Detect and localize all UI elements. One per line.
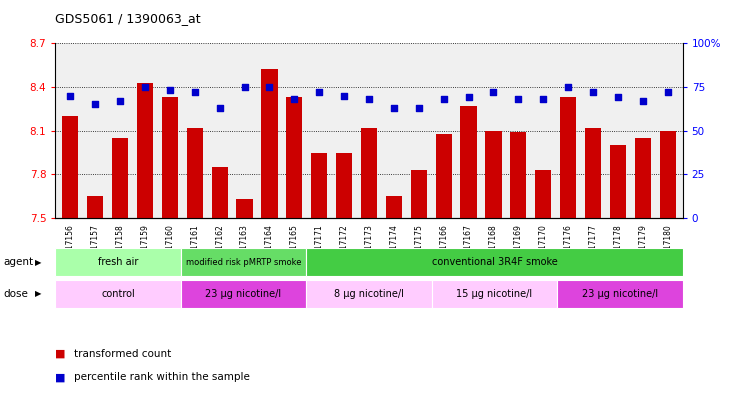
Bar bbox=[435, 134, 452, 218]
Point bbox=[289, 96, 300, 102]
Bar bbox=[660, 130, 676, 218]
Point bbox=[512, 96, 524, 102]
Text: 23 μg nicotine/l: 23 μg nicotine/l bbox=[205, 289, 282, 299]
Point bbox=[463, 94, 475, 101]
Bar bbox=[410, 170, 427, 218]
Point bbox=[662, 89, 674, 95]
Point bbox=[537, 96, 549, 102]
Point bbox=[388, 105, 400, 111]
Bar bbox=[162, 97, 178, 218]
Point bbox=[89, 101, 101, 108]
Text: modified risk pMRTP smoke: modified risk pMRTP smoke bbox=[186, 258, 301, 267]
Point bbox=[64, 93, 76, 99]
Text: control: control bbox=[101, 289, 135, 299]
Point bbox=[612, 94, 624, 101]
Point bbox=[189, 89, 201, 95]
Bar bbox=[311, 152, 328, 218]
Bar bbox=[55, 280, 181, 308]
Text: percentile rank within the sample: percentile rank within the sample bbox=[74, 372, 249, 382]
Text: ■: ■ bbox=[55, 372, 66, 382]
Bar bbox=[212, 167, 228, 218]
Bar bbox=[585, 128, 601, 218]
Bar bbox=[187, 128, 203, 218]
Text: 23 μg nicotine/l: 23 μg nicotine/l bbox=[582, 289, 658, 299]
Text: transformed count: transformed count bbox=[74, 349, 171, 359]
Point bbox=[637, 98, 649, 104]
Text: ▶: ▶ bbox=[35, 258, 41, 267]
Bar bbox=[236, 199, 252, 218]
Bar bbox=[261, 70, 277, 218]
Point bbox=[413, 105, 424, 111]
Point bbox=[114, 98, 126, 104]
Point bbox=[238, 84, 250, 90]
Bar bbox=[386, 196, 402, 218]
Point bbox=[438, 96, 449, 102]
Point bbox=[363, 96, 375, 102]
Point bbox=[263, 84, 275, 90]
Bar bbox=[87, 196, 103, 218]
Text: dose: dose bbox=[4, 289, 29, 299]
Text: agent: agent bbox=[4, 257, 34, 267]
Point bbox=[164, 87, 176, 94]
Point bbox=[338, 93, 350, 99]
Bar bbox=[635, 138, 651, 218]
Point bbox=[139, 84, 151, 90]
Text: GDS5061 / 1390063_at: GDS5061 / 1390063_at bbox=[55, 12, 201, 25]
Bar bbox=[112, 138, 128, 218]
Bar bbox=[137, 83, 153, 218]
Bar bbox=[557, 280, 683, 308]
Text: 15 μg nicotine/l: 15 μg nicotine/l bbox=[456, 289, 533, 299]
Point bbox=[214, 105, 226, 111]
Bar bbox=[461, 106, 477, 218]
Bar bbox=[306, 280, 432, 308]
Bar bbox=[361, 128, 377, 218]
Bar bbox=[510, 132, 526, 218]
Point bbox=[488, 89, 500, 95]
Bar bbox=[610, 145, 626, 218]
Bar bbox=[286, 97, 303, 218]
Point bbox=[314, 89, 325, 95]
Bar bbox=[306, 248, 683, 277]
Point bbox=[562, 84, 574, 90]
Bar bbox=[432, 280, 557, 308]
Bar bbox=[336, 152, 352, 218]
Text: fresh air: fresh air bbox=[98, 257, 138, 267]
Bar bbox=[181, 280, 306, 308]
Bar bbox=[535, 170, 551, 218]
Bar bbox=[62, 116, 78, 218]
Bar bbox=[181, 248, 306, 277]
Text: conventional 3R4F smoke: conventional 3R4F smoke bbox=[432, 257, 557, 267]
Bar bbox=[55, 248, 181, 277]
Bar bbox=[560, 97, 576, 218]
Point bbox=[587, 89, 599, 95]
Text: ■: ■ bbox=[55, 349, 66, 359]
Text: 8 μg nicotine/l: 8 μg nicotine/l bbox=[334, 289, 404, 299]
Text: ▶: ▶ bbox=[35, 289, 41, 298]
Bar bbox=[486, 130, 502, 218]
